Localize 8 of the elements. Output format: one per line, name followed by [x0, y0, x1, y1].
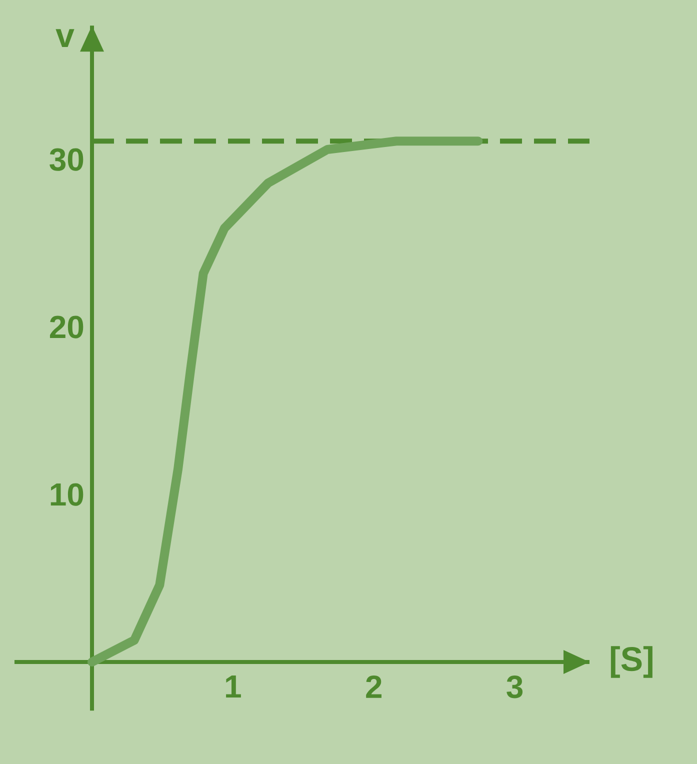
y-tick-label: 20	[50, 316, 84, 338]
y-tick-label: 10	[50, 483, 84, 506]
x-tick-label: 3	[506, 676, 523, 698]
x-tick-label: 2	[366, 676, 382, 698]
y-axis-title: v	[56, 29, 74, 48]
y-tick-label: 30	[50, 148, 84, 171]
x-tick-label: 1	[226, 676, 241, 698]
x-axis-title: [S]	[610, 646, 652, 678]
